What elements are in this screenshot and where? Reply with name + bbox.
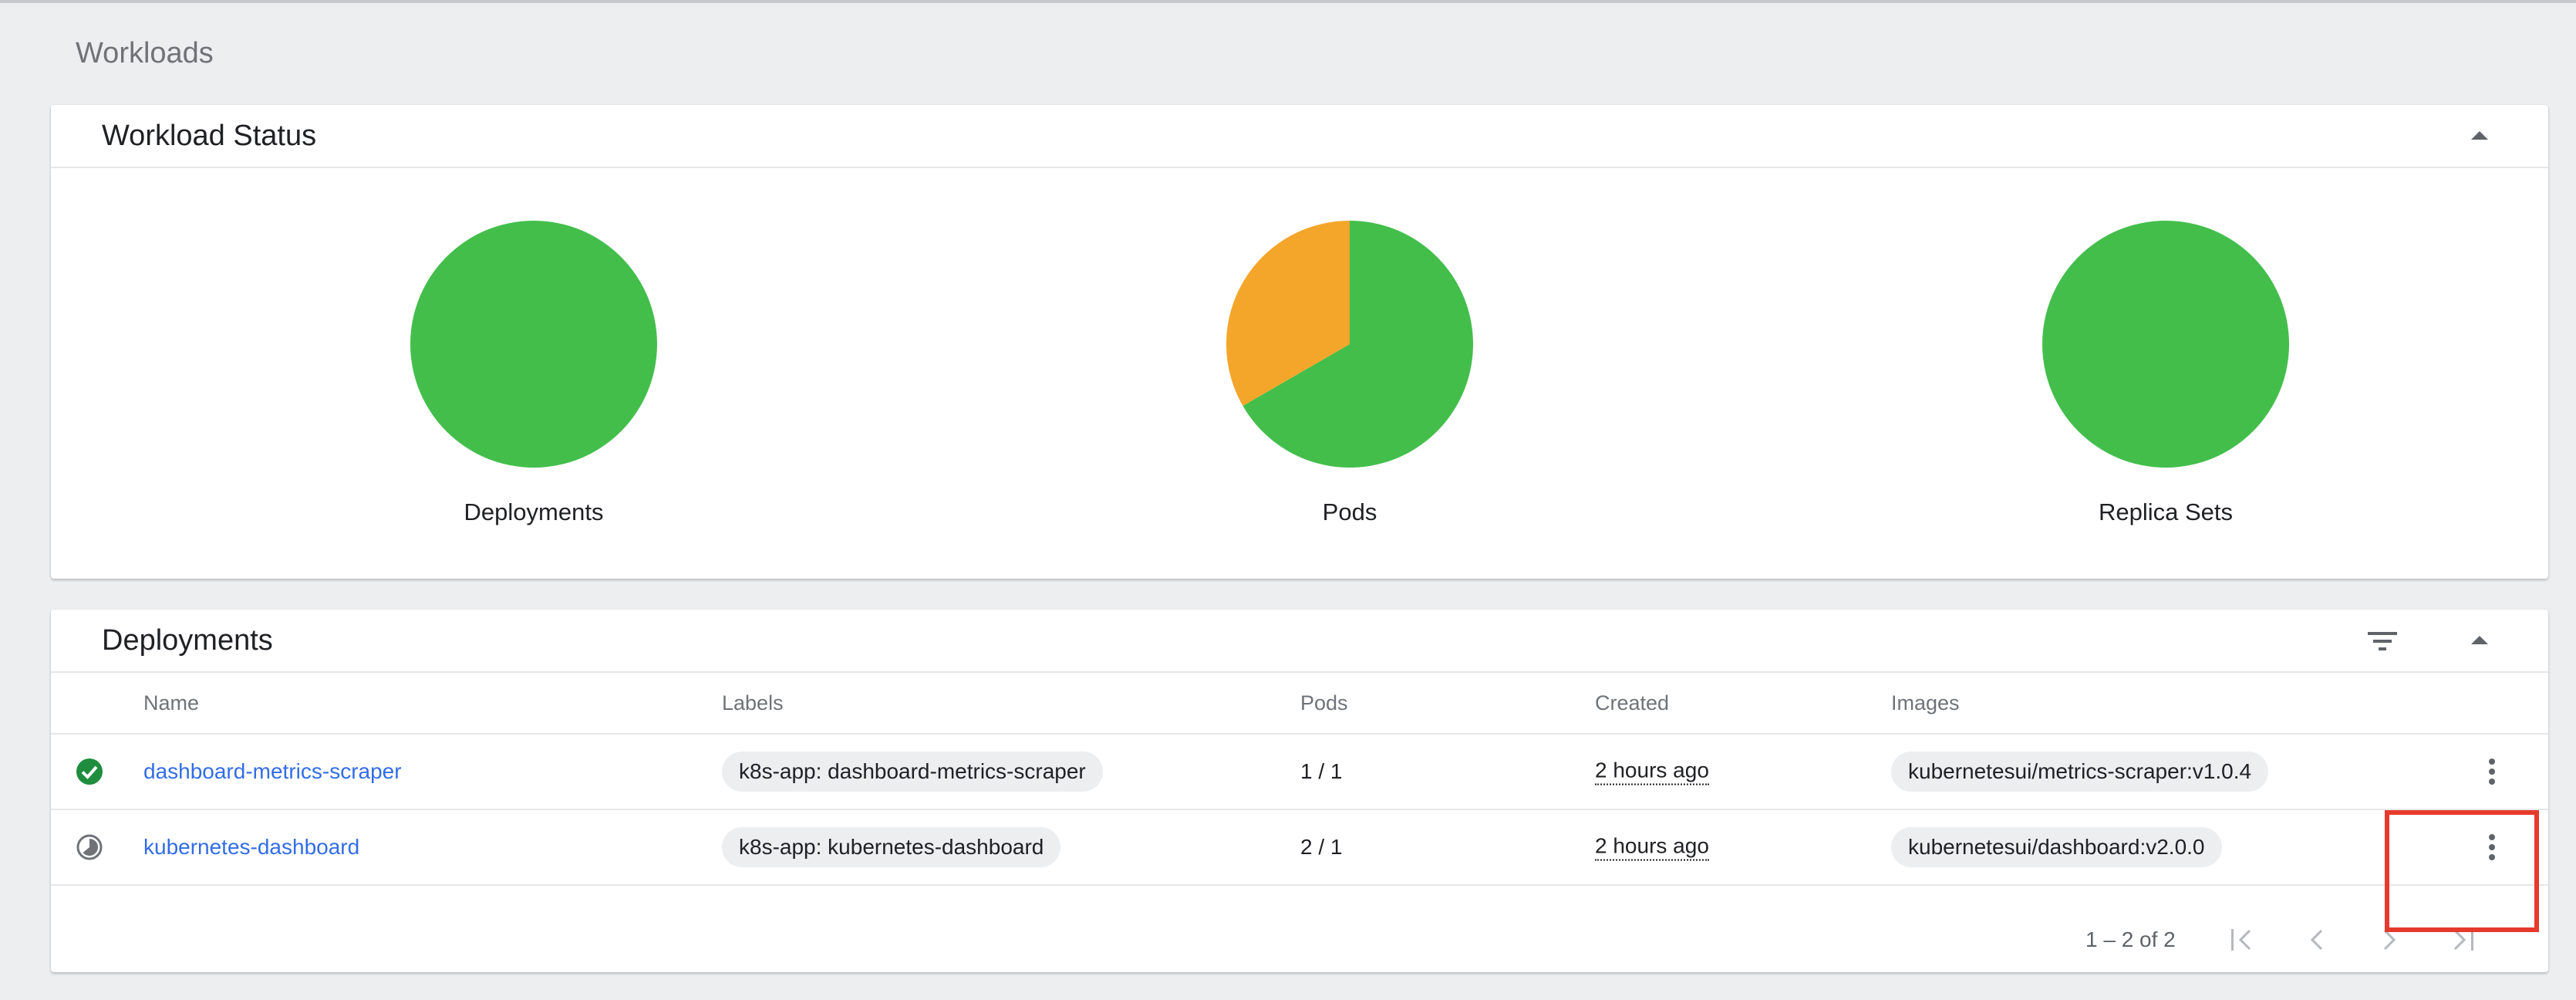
column-header-labels: Labels xyxy=(722,691,784,715)
pie-label-pods: Pods xyxy=(1322,498,1377,525)
pie-slice-pending xyxy=(1226,221,1350,406)
last-page-icon[interactable] xyxy=(2440,918,2483,961)
column-header-images: Images xyxy=(1891,691,1960,715)
pie-chart-deployments: Deployments xyxy=(395,219,673,526)
workload-status-header: Workload Status xyxy=(51,105,2548,168)
table-row: dashboard-metrics-scraper k8s-app: dashb… xyxy=(51,735,2548,810)
pie-chart-pods: Pods xyxy=(1211,219,1489,526)
pods-count: 2 / 1 xyxy=(1300,835,1343,859)
pie-slice-running xyxy=(410,221,657,468)
page-title: Workloads xyxy=(76,37,214,69)
deployment-name-link[interactable]: dashboard-metrics-scraper xyxy=(143,759,402,783)
more-vert-icon[interactable] xyxy=(2473,749,2511,794)
pie-label-deployments: Deployments xyxy=(464,498,604,525)
replica-sets-pie xyxy=(2042,221,2289,468)
filter-icon[interactable] xyxy=(2362,620,2403,662)
deployments-title: Deployments xyxy=(102,624,273,657)
chevron-up-icon[interactable] xyxy=(2460,116,2499,154)
column-header-pods: Pods xyxy=(1300,691,1348,715)
workload-status-body: Deployments Pods Replica Sets xyxy=(51,168,2548,579)
next-page-icon[interactable] xyxy=(2368,918,2411,961)
paginator: 1 – 2 of 2 xyxy=(51,907,2548,972)
table-header: Name Labels Pods Created Images xyxy=(51,673,2548,735)
created-time: 2 hours ago xyxy=(1595,758,1709,785)
pie-slice-running xyxy=(1242,221,1473,468)
previous-page-icon[interactable] xyxy=(2295,918,2338,961)
deployments-header: Deployments xyxy=(51,610,2548,673)
image-chip: kubernetesui/dashboard:v2.0.0 xyxy=(1891,827,2222,867)
first-page-icon[interactable] xyxy=(2221,918,2264,961)
column-header-name[interactable]: Name xyxy=(143,691,200,715)
label-chip: k8s-app: dashboard-metrics-scraper xyxy=(722,752,1103,792)
pie-label-replica-sets: Replica Sets xyxy=(2098,498,2234,525)
pods-pie xyxy=(1226,221,1473,468)
paginator-range-label: 1 – 2 of 2 xyxy=(2085,927,2176,951)
table-row: kubernetes-dashboard k8s-app: kubernetes… xyxy=(51,810,2548,886)
deployment-name-link[interactable]: kubernetes-dashboard xyxy=(143,835,360,859)
created-time: 2 hours ago xyxy=(1595,834,1709,861)
label-chip: k8s-app: kubernetes-dashboard xyxy=(722,827,1061,867)
pie-chart-replica-sets: Replica Sets xyxy=(2027,219,2305,526)
check-circle-icon xyxy=(76,758,103,785)
more-vert-icon[interactable] xyxy=(2473,825,2511,870)
column-header-created[interactable]: Created xyxy=(1595,691,1670,715)
deployments-pie xyxy=(410,221,657,468)
workload-status-card: Workload Status Deployments Pods Replica… xyxy=(51,105,2548,579)
workload-status-title: Workload Status xyxy=(102,120,317,152)
deployments-card: Deployments Name Labels Pods Created Ima… xyxy=(51,610,2548,972)
pending-timer-icon xyxy=(76,834,103,860)
pie-slice-running xyxy=(2042,221,2289,468)
top-border xyxy=(0,0,2576,3)
chevron-up-icon[interactable] xyxy=(2460,620,2499,659)
pods-count: 1 / 1 xyxy=(1300,759,1343,783)
image-chip: kubernetesui/metrics-scraper:v1.0.4 xyxy=(1891,752,2269,792)
